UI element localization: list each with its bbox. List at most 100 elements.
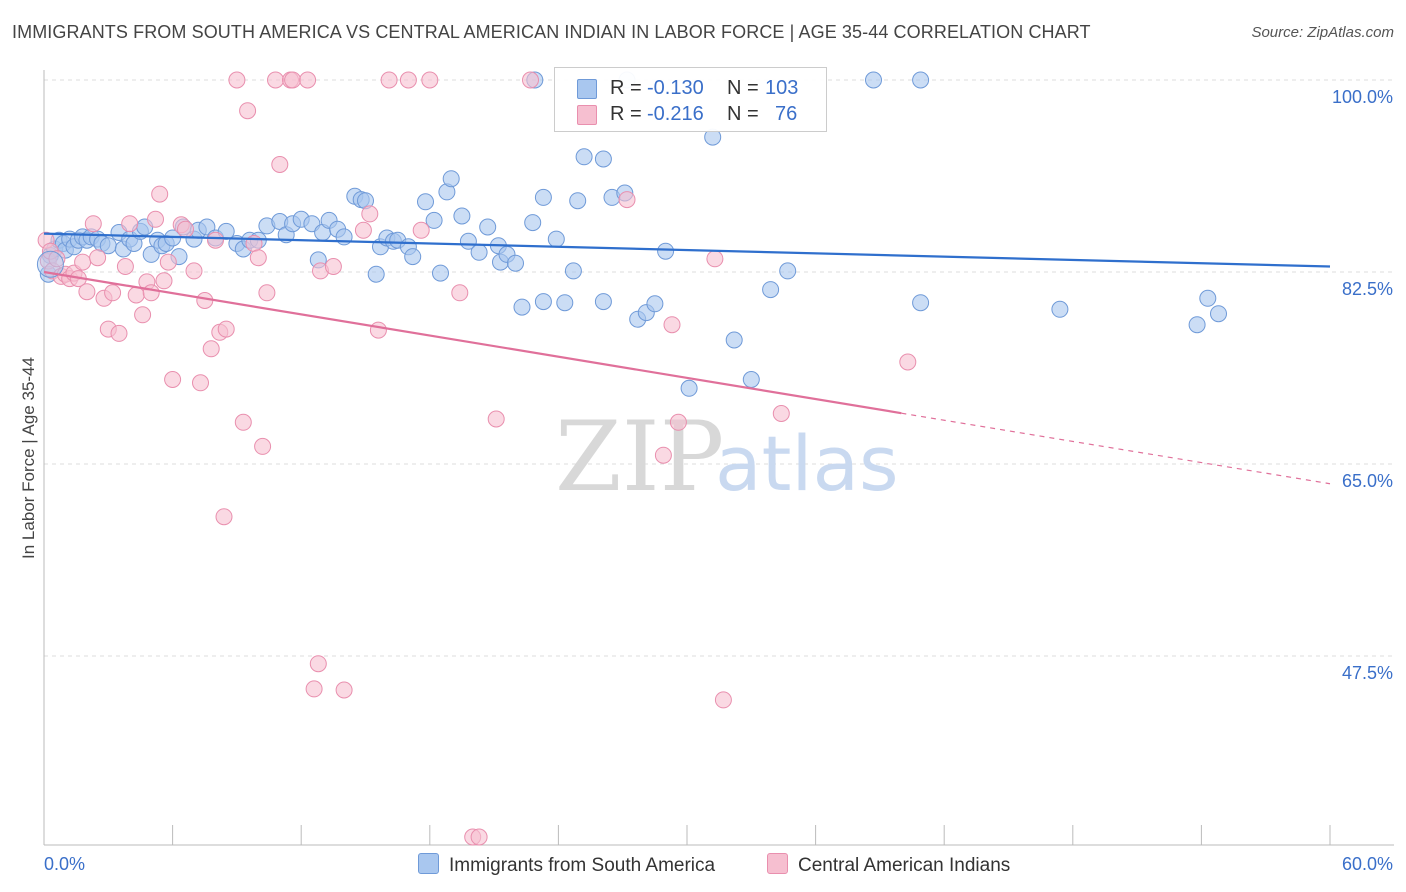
y-axis-label: In Labor Force | Age 35-44 [19, 357, 38, 559]
grid-lines [44, 79, 1394, 657]
blue-point [479, 218, 497, 236]
points-layer [36, 71, 1227, 846]
legend-n-value: 76 [775, 103, 798, 125]
chart-title: IMMIGRANTS FROM SOUTH AMERICA VS CENTRAL… [12, 22, 1091, 42]
y-tick-labels: 100.0% 82.5% 65.0% 47.5% [1332, 87, 1393, 683]
blue-point [470, 243, 488, 261]
pink-point [451, 284, 469, 302]
pink-point [177, 220, 194, 238]
pink-point [110, 324, 128, 342]
pink-point [121, 215, 139, 233]
x-tick-label-min: 0.0% [44, 854, 85, 874]
legend-r-label: R = [610, 77, 642, 99]
pink-point [239, 102, 257, 120]
pink-point [487, 410, 505, 428]
pink-point [354, 221, 372, 239]
pink-point [470, 828, 488, 846]
legend-n-label: N = [727, 77, 759, 99]
pink-point [412, 221, 430, 239]
pink-point [234, 413, 252, 431]
blue-point [1199, 289, 1217, 307]
pink-point [299, 71, 317, 89]
pink-point [669, 413, 687, 431]
pink-point [228, 71, 246, 89]
series-legend-blue: Immigrants from South America [418, 853, 715, 877]
pink-point [164, 371, 182, 388]
pink-point [324, 258, 342, 275]
legend-swatch-pink [577, 105, 597, 125]
pink-point [369, 321, 387, 339]
pink-point [663, 316, 681, 334]
pink-point [618, 191, 636, 209]
blue-point [36, 250, 64, 278]
blue-point [425, 211, 443, 229]
blue-point [547, 230, 565, 248]
pink-point [185, 262, 203, 280]
pink-point [254, 437, 272, 455]
blue-point [912, 71, 930, 89]
pink-point [127, 286, 145, 304]
pink-point [116, 258, 134, 275]
watermark-atlas: atlas [715, 419, 899, 508]
blue-point [442, 170, 460, 188]
y-tick-label: 100.0% [1332, 87, 1393, 107]
pink-point [772, 405, 790, 422]
pink-point [249, 249, 267, 267]
blue-point [534, 188, 552, 206]
pink-point [104, 284, 122, 302]
blue-point [524, 214, 542, 232]
blue-point [1051, 300, 1069, 318]
pink-point [361, 205, 379, 223]
blue-point [646, 295, 664, 313]
pink-trend-line [43, 270, 902, 415]
blue-point [762, 281, 780, 299]
legend-r-value: -0.130 [647, 77, 704, 99]
blue-point [367, 265, 385, 283]
pink-point [522, 71, 539, 89]
pink-point [706, 250, 724, 268]
pink-point [207, 231, 224, 249]
pink-point [89, 249, 107, 267]
blue-point [534, 293, 552, 311]
pink-point [899, 353, 917, 371]
pink-point [335, 681, 353, 699]
legend-r-value: -0.216 [647, 103, 704, 125]
series-legend-pink: Central American Indians [767, 853, 1010, 877]
legend-n-label: N = [727, 103, 759, 125]
pink-point [84, 215, 102, 233]
y-tick-label: 65.0% [1342, 471, 1393, 491]
pink-point [271, 156, 289, 173]
pink-point [267, 71, 284, 89]
series-label-pink: Central American Indians [798, 855, 1011, 876]
pink-point [151, 185, 169, 203]
blue-point [569, 192, 587, 210]
blue-point [404, 248, 422, 266]
pink-point [134, 306, 152, 324]
pink-point [159, 253, 177, 271]
x-tick-label-max: 60.0% [1342, 854, 1393, 874]
pink-point [380, 71, 398, 89]
pink-point [215, 508, 233, 526]
blue-point [556, 294, 574, 312]
blue-point [912, 294, 930, 312]
blue-point [742, 371, 760, 388]
axes [43, 70, 1394, 846]
pink-trend-line-extrapolated [901, 412, 1331, 485]
pink-point [654, 446, 672, 464]
pink-point [142, 284, 160, 302]
blue-point [594, 150, 612, 168]
blue-point [680, 379, 698, 397]
series-swatch-blue [418, 853, 439, 874]
pink-point [155, 272, 173, 290]
series-label-blue: Immigrants from South America [449, 855, 716, 876]
pink-point [258, 284, 276, 302]
y-tick-label: 82.5% [1342, 279, 1393, 299]
source-label: Source: ZipAtlas.com [1251, 24, 1394, 41]
blue-point [564, 262, 582, 280]
pink-point [192, 374, 209, 392]
pink-point [217, 320, 235, 338]
pink-point [202, 340, 220, 358]
correlation-legend: R = -0.130 N = 103 R = -0.216 N = 76 [554, 67, 827, 132]
pink-point [399, 71, 417, 89]
